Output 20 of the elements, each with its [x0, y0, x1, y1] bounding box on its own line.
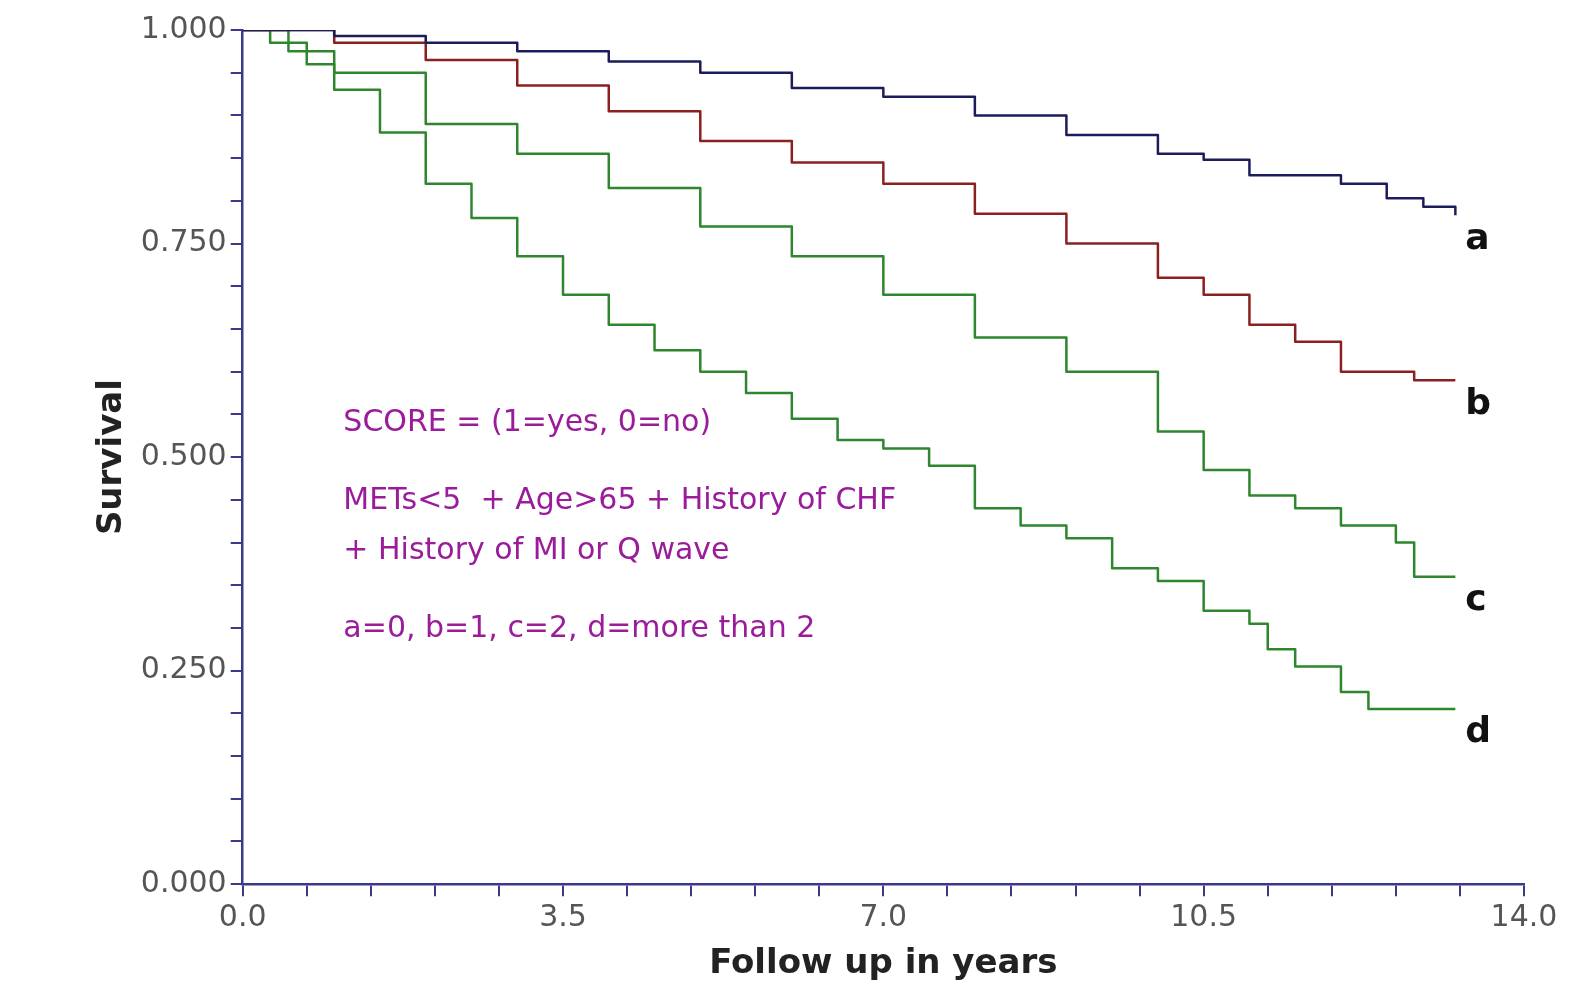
y-tick-label: 0.250 [140, 650, 227, 686]
series-label: b [1465, 380, 1492, 422]
annotation: SCORE = (1=yes, 0=no) [343, 402, 712, 438]
y-axis-title: Survival [89, 379, 130, 536]
x-tick-label: 7.0 [859, 898, 908, 933]
x-tick-label: 0.0 [218, 898, 267, 933]
series-label: a [1465, 215, 1490, 257]
x-tick-label: 14.0 [1490, 898, 1558, 933]
x-axis-title: Follow up in years [709, 941, 1058, 982]
annotation: a=0, b=1, c=2, d=more than 2 [343, 608, 816, 644]
x-tick-label: 3.5 [539, 898, 587, 933]
series-label: d [1465, 709, 1492, 751]
annotation: + History of MI or Q wave [343, 530, 730, 566]
series-label: c [1465, 577, 1487, 619]
x-tick-label: 10.5 [1170, 898, 1238, 933]
y-tick-label: 0.500 [140, 436, 227, 472]
annotation: METs<5 + Age>65 + History of CHF [343, 480, 897, 516]
y-tick-label: 0.750 [140, 223, 227, 259]
y-tick-label: 1.000 [140, 9, 227, 45]
y-tick-label: 0.000 [140, 864, 227, 899]
